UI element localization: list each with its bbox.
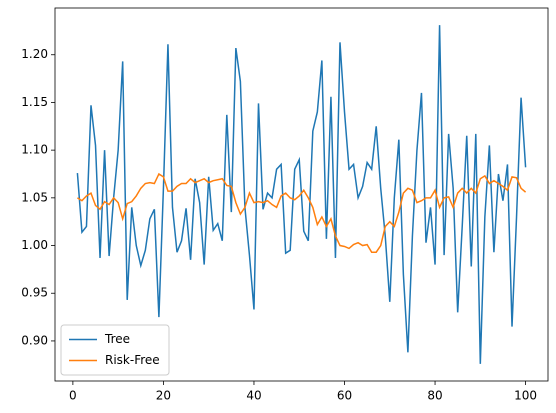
x-tick-label: 20 [156, 389, 171, 403]
legend-label: Risk-Free [105, 353, 160, 367]
y-tick-label: 1.10 [21, 143, 48, 157]
x-tick-label: 100 [514, 389, 537, 403]
y-tick-label: 0.90 [21, 333, 48, 347]
legend-box [60, 324, 170, 376]
x-tick-label: 0 [69, 389, 77, 403]
y-tick-label: 1.15 [21, 95, 48, 109]
x-tick-label: 80 [427, 389, 442, 403]
y-tick-label: 1.20 [21, 47, 48, 61]
line-series [77, 172, 527, 253]
y-tick-label: 1.05 [21, 190, 48, 204]
y-tick-label: 1.00 [21, 238, 48, 252]
x-tick-label: 40 [246, 389, 261, 403]
plot-frame [54, 7, 549, 382]
line-series [76, 25, 527, 364]
x-tick-label: 60 [337, 389, 352, 403]
y-tick-label: 0.95 [21, 286, 48, 300]
legend-label: Tree [104, 332, 130, 346]
legend: Tree Risk-Free [60, 324, 170, 376]
